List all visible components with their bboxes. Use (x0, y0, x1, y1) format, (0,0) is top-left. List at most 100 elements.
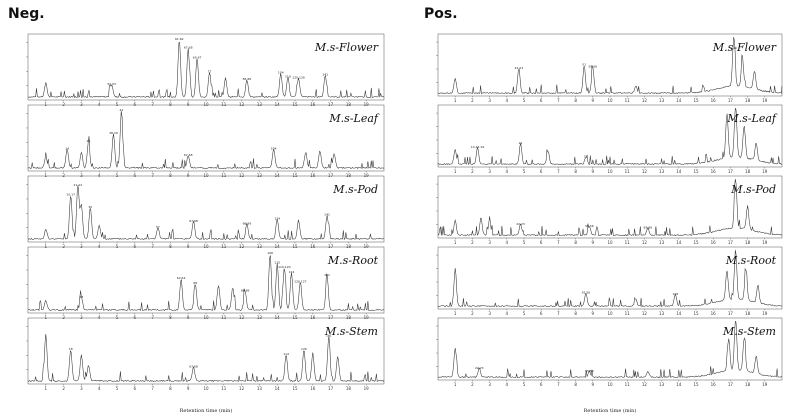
peak-label-0-4-6: 126 (301, 347, 307, 351)
x-tick-label-0-4-8: 9 (187, 386, 190, 391)
peak-label-0-0-3: 67,68 (184, 46, 193, 50)
x-tick-label-1-1-9: 10 (607, 169, 613, 174)
x-tick-label-0-3-10: 11 (221, 315, 227, 320)
x-tick-label-0-3-8: 9 (187, 315, 190, 320)
peak-label-0-2-9: 124 (274, 216, 280, 220)
x-tick-label-1-0-9: 10 (607, 98, 613, 103)
peak-label-1-1-1: 14,15,16 (471, 145, 484, 149)
x-tick-label-1-0-1: 2 (471, 98, 474, 103)
x-tick-label-1-1-13: 14 (676, 169, 682, 174)
x-tick-label-0-3-16: 17 (328, 315, 334, 320)
x-tick-label-1-3-5: 6 (540, 311, 543, 316)
x-tick-label-1-2-5: 6 (540, 240, 543, 245)
x-tick-label-0-3-4: 5 (116, 315, 119, 320)
x-tick-label-0-3-0: 1 (45, 315, 48, 320)
x-tick-label-0-0-10: 11 (221, 102, 227, 107)
x-tick-label-0-2-7: 8 (169, 244, 172, 249)
x-tick-label-1-0-14: 15 (693, 98, 699, 103)
x-tick-label-1-3-0: 1 (454, 311, 457, 316)
x-tick-label-1-2-4: 5 (523, 240, 526, 245)
peak-label-0-1-4: 38,39 (109, 131, 118, 135)
x-tick-label-1-2-8: 9 (592, 240, 595, 245)
x-tick-label-1-2-12: 13 (659, 240, 665, 245)
x-tick-label-1-2-6: 7 (557, 240, 560, 245)
x-tick-label-0-4-14: 15 (292, 386, 298, 391)
x-tick-label-1-4-8: 9 (592, 382, 595, 387)
x-tick-label-0-1-9: 10 (203, 173, 209, 178)
x-tick-label-0-1-16: 17 (328, 173, 334, 178)
peak-label-0-0-4: 69,67 (193, 56, 202, 60)
x-tick-label-1-4-11: 12 (642, 382, 648, 387)
x-tick-label-1-1-12: 13 (659, 169, 665, 174)
x-tick-label-0-4-16: 17 (328, 386, 334, 391)
x-tick-label-1-0-2: 3 (488, 98, 491, 103)
x-tick-label-0-4-15: 16 (310, 386, 316, 391)
trace-0-4 (28, 333, 385, 383)
x-tick-label-0-1-12: 13 (257, 173, 263, 178)
peak-label-0-1-5: 42 (120, 108, 124, 112)
x-tick-label-1-4-10: 11 (625, 382, 631, 387)
peak-label-0-2-7: 67,68 (189, 219, 198, 223)
peak-label-0-2-8: 86,89 (243, 221, 252, 225)
sample-name-0-1: M.s-Leaf (328, 112, 379, 125)
x-tick-label-0-4-11: 12 (239, 386, 245, 391)
x-tick-label-1-3-17: 18 (745, 311, 751, 316)
x-tick-label-0-2-6: 7 (151, 244, 154, 249)
peak-label-0-2-1: 10,17 (66, 193, 75, 197)
x-tick-label-1-2-18: 19 (762, 240, 768, 245)
x-tick-label-0-1-7: 8 (169, 173, 172, 178)
x-tick-label-1-2-17: 18 (745, 240, 751, 245)
x-tick-label-0-1-15: 16 (310, 173, 316, 178)
x-tick-label-0-4-0: 1 (45, 386, 48, 391)
peak-label-0-2-6: 57 (156, 225, 160, 229)
x-tick-label-0-0-15: 16 (310, 102, 316, 107)
x-tick-label-0-3-18: 19 (364, 315, 370, 320)
x-tick-label-1-4-2: 3 (488, 382, 491, 387)
x-tick-label-1-4-1: 2 (471, 382, 474, 387)
x-tick-label-1-4-16: 17 (728, 382, 734, 387)
x-tick-label-0-4-6: 7 (151, 386, 154, 391)
x-tick-label-0-1-10: 11 (221, 173, 227, 178)
x-tick-label-1-3-3: 4 (506, 311, 509, 316)
x-tick-label-1-0-4: 5 (523, 98, 526, 103)
x-tick-label-1-3-12: 13 (659, 311, 665, 316)
x-tick-label-1-2-14: 15 (693, 240, 699, 245)
x-tick-label-1-0-15: 16 (711, 98, 717, 103)
x-tick-label-1-4-3: 4 (506, 382, 509, 387)
x-tick-label-1-4-7: 8 (574, 382, 577, 387)
x-tick-label-0-0-2: 3 (80, 102, 83, 107)
x-tick-label-0-2-5: 6 (134, 244, 137, 249)
x-tick-label-0-0-17: 18 (346, 102, 352, 107)
x-tick-label-1-0-11: 12 (642, 98, 648, 103)
x-tick-label-1-1-7: 8 (574, 169, 577, 174)
sample-name-0-4: M.s-Stem (324, 325, 378, 338)
x-tick-label-1-2-10: 11 (625, 240, 631, 245)
x-tick-label-0-2-8: 9 (187, 244, 190, 249)
peak-label-0-0-2: 61,62 (175, 37, 184, 41)
x-tick-label-1-4-18: 19 (762, 382, 768, 387)
peak-label-0-3-3: 68 (193, 281, 197, 285)
x-tick-label-0-2-18: 19 (364, 244, 370, 249)
x-tick-label-0-0-3: 4 (98, 102, 101, 107)
x-tick-label-0-1-13: 14 (275, 173, 281, 178)
x-tick-label-1-2-7: 8 (574, 240, 577, 245)
x-tick-label-0-2-13: 14 (275, 244, 281, 249)
x-tick-label-1-4-14: 15 (693, 382, 699, 387)
x-tick-label-0-4-18: 19 (364, 386, 370, 391)
peak-label-0-3-11: 126,127 (294, 279, 306, 283)
x-tick-label-1-4-6: 7 (557, 382, 560, 387)
x-tick-label-1-3-11: 12 (642, 311, 648, 316)
x-tick-label-1-4-13: 14 (676, 382, 682, 387)
x-tick-label-1-2-16: 17 (728, 240, 734, 245)
x-tick-label-1-3-16: 17 (728, 311, 734, 316)
x-tick-label-0-3-17: 18 (346, 315, 352, 320)
x-tick-label-1-1-14: 15 (693, 169, 699, 174)
x-tick-label-1-4-0: 1 (454, 382, 457, 387)
x-tick-label-1-1-17: 18 (745, 169, 751, 174)
peak-label-0-2-4: 30 (88, 205, 92, 209)
x-tick-label-1-1-2: 3 (488, 169, 491, 174)
x-tick-label-1-3-9: 10 (607, 311, 613, 316)
x-tick-label-0-0-0: 1 (45, 102, 48, 107)
x-tick-label-1-2-15: 16 (711, 240, 717, 245)
